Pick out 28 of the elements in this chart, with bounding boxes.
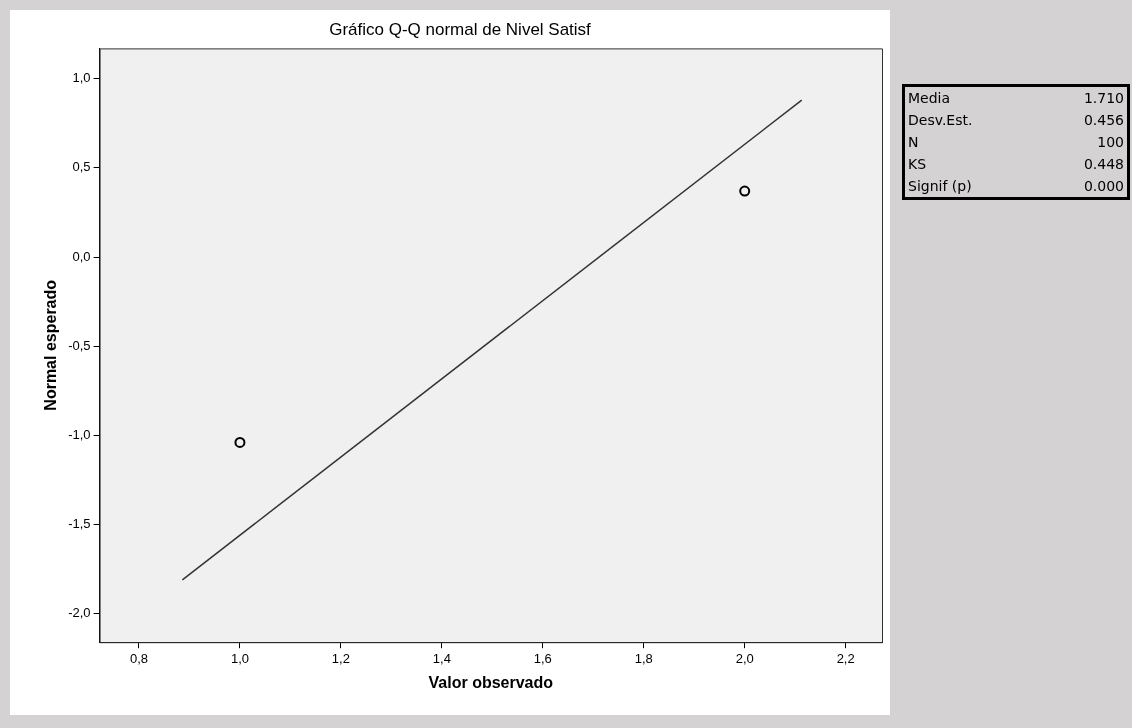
x-tick-label: 1,4 <box>432 650 451 666</box>
x-tick-label: 1,6 <box>533 650 552 666</box>
text: 0.456 <box>1082 111 1125 130</box>
x-axis-title: Valor observado <box>428 673 554 691</box>
x-tick-label: 1,2 <box>331 650 350 666</box>
x-tick-label: 1,8 <box>634 650 653 666</box>
text: 1.710 <box>1082 89 1125 108</box>
text: KS <box>907 155 928 174</box>
text: Signif (p) <box>907 177 973 196</box>
y-tick-label: 0,5 <box>72 159 91 175</box>
text: Media <box>907 89 952 108</box>
y-tick-label: -1,5 <box>68 516 91 532</box>
y-tick-label: -1,0 <box>68 426 91 442</box>
text: 0.448 <box>1082 155 1125 174</box>
y-tick-label: -2,0 <box>68 605 91 621</box>
text: 100 <box>1096 133 1125 152</box>
y-axis-title: Normal esperado <box>42 279 60 411</box>
x-tick-label: 1,0 <box>230 650 249 666</box>
x-tick-label: 2,2 <box>836 650 855 666</box>
x-tick-label: 2,0 <box>735 650 754 666</box>
text: 0.000 <box>1082 177 1125 196</box>
text: Desv.Est. <box>907 111 974 130</box>
y-tick-label: 1,0 <box>72 70 91 86</box>
text: N <box>907 133 920 152</box>
chart-title: Gráfico Q-Q normal de Nivel Satisf <box>329 19 592 39</box>
x-tick-label: 0,8 <box>129 650 149 666</box>
y-tick-label: -0,5 <box>68 337 91 353</box>
y-tick-label: 0,0 <box>72 248 91 264</box>
